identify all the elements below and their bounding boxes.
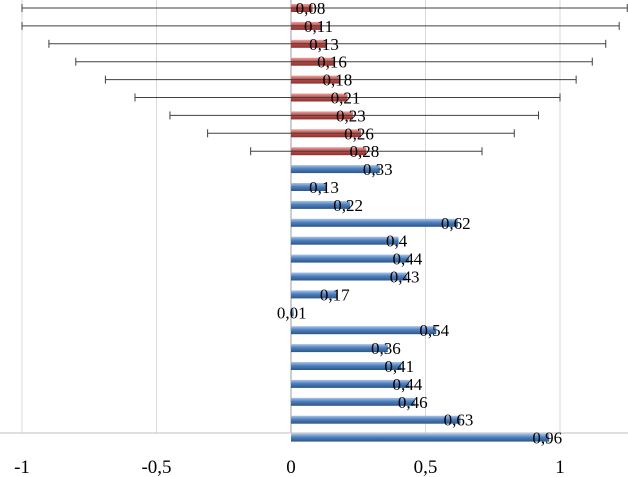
- data-label: 0,28: [349, 142, 379, 161]
- bar: [291, 183, 326, 191]
- error-bars: [21, 4, 628, 156]
- bar: [291, 308, 294, 317]
- data-label: 0,62: [441, 214, 471, 233]
- bar: [291, 236, 399, 245]
- gridlines: [0, 0, 628, 434]
- data-label: 0,22: [333, 196, 363, 215]
- x-tick-label: 1: [555, 457, 565, 477]
- bar: [291, 397, 415, 406]
- data-label: 0,54: [419, 321, 449, 340]
- data-labels: 0,080,110,130,160,180,210,230,260,280,33…: [277, 0, 562, 448]
- data-label: 0,44: [392, 250, 422, 269]
- data-label: 0,41: [384, 357, 414, 376]
- data-label: 0,17: [320, 285, 350, 304]
- data-label: 0,11: [304, 17, 333, 36]
- bar: [291, 218, 458, 227]
- x-axis-ticks: -1 -0,5 0 0,5 1: [14, 457, 565, 477]
- bar: [291, 254, 410, 263]
- data-label: 0,96: [532, 429, 562, 448]
- bar: [291, 379, 410, 388]
- data-label: 0,23: [336, 106, 366, 125]
- bar: [291, 200, 351, 209]
- x-tick-label: -1: [14, 457, 30, 477]
- bar: [291, 362, 402, 370]
- data-label: 0,18: [323, 71, 353, 90]
- data-label: 0,13: [309, 178, 339, 197]
- data-label: 0,16: [317, 53, 347, 72]
- bar: [291, 326, 437, 335]
- data-label: 0,43: [390, 268, 420, 287]
- bar: [291, 165, 380, 174]
- bar: [291, 415, 461, 424]
- data-label: 0,08: [296, 0, 326, 18]
- bar: [291, 272, 407, 281]
- bar: [291, 344, 388, 353]
- data-label: 0,13: [309, 35, 339, 54]
- data-label: 0,44: [392, 375, 422, 394]
- bar: [291, 290, 337, 299]
- data-label: 0,21: [331, 89, 361, 108]
- x-tick-label: -0,5: [141, 457, 171, 477]
- data-label: 0,33: [363, 160, 393, 179]
- data-label: 0,01: [277, 303, 307, 322]
- data-label: 0,26: [344, 124, 374, 143]
- data-label: 0,63: [444, 411, 474, 430]
- data-label: 0,46: [398, 393, 428, 412]
- data-label: 0,36: [371, 339, 401, 358]
- x-tick-label: 0,5: [414, 457, 438, 477]
- x-tick-label: 0: [286, 457, 296, 477]
- data-label: 0,4: [386, 232, 408, 251]
- bar: [291, 433, 550, 442]
